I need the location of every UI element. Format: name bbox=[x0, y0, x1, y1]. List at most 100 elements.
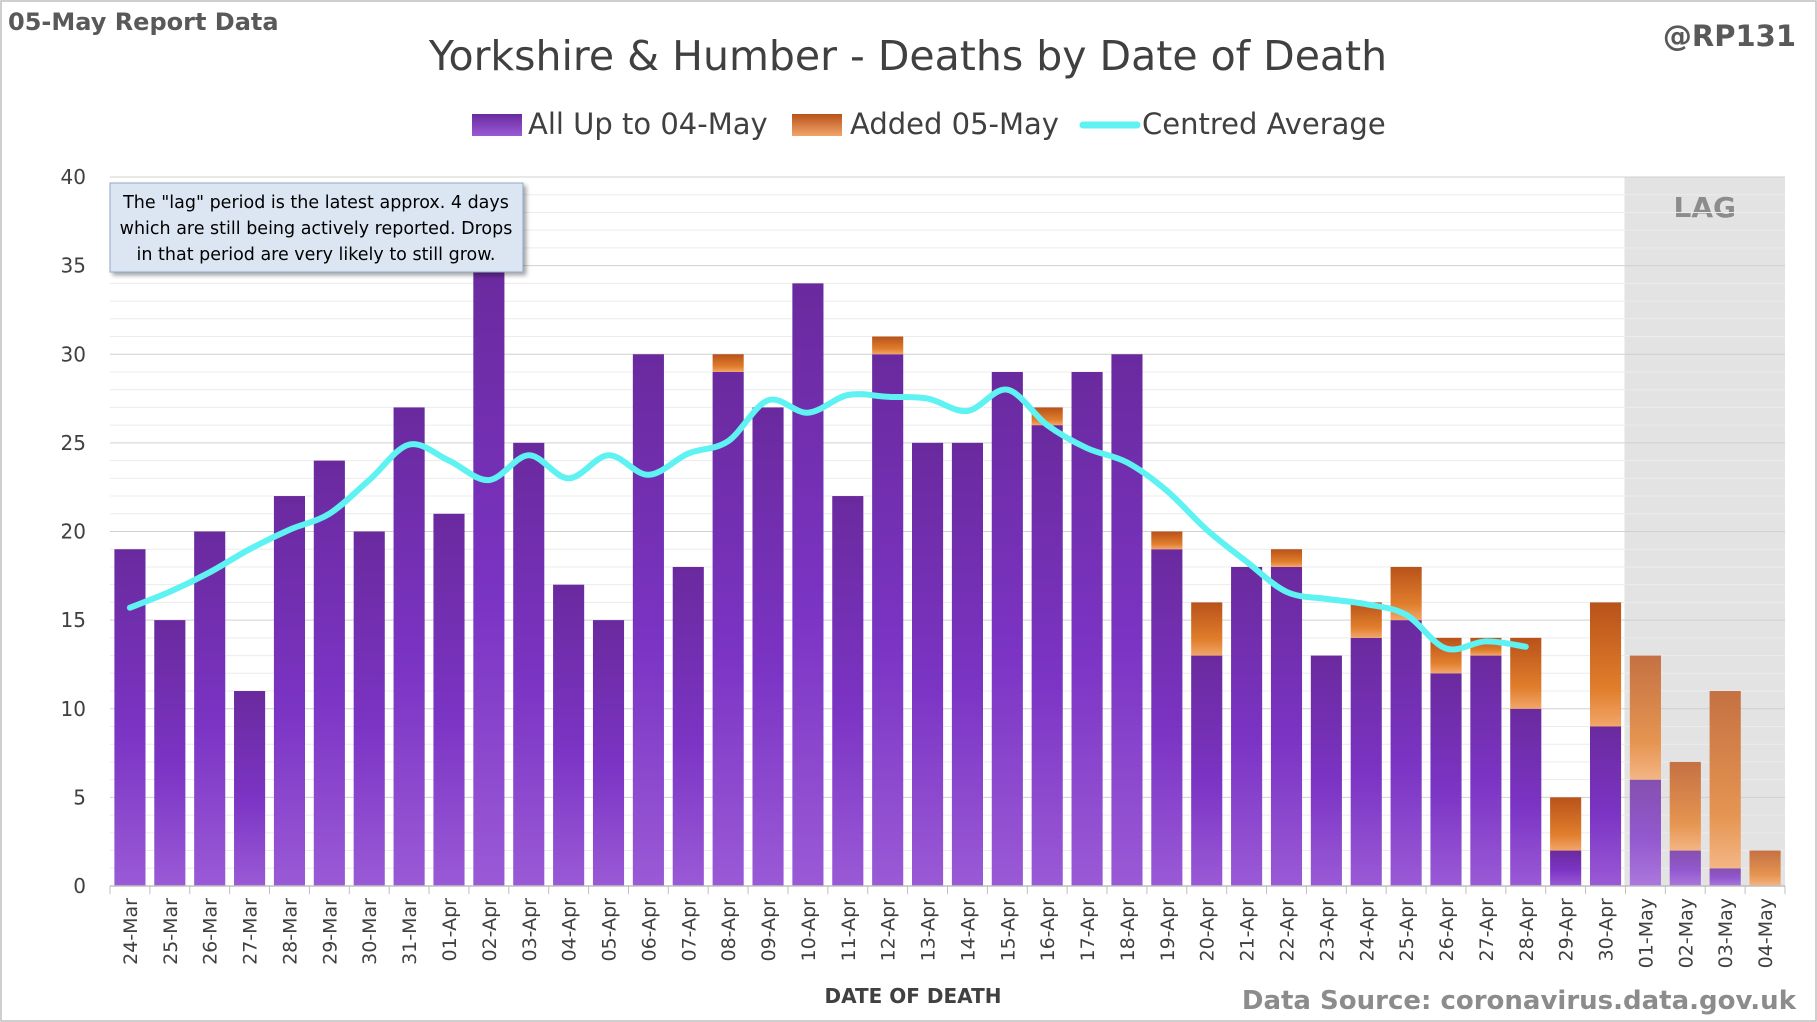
bar-added-19-Apr bbox=[1151, 531, 1183, 550]
bar-added-20-Apr bbox=[1191, 602, 1223, 656]
bar-existing-17-Apr bbox=[1071, 371, 1103, 887]
bars bbox=[114, 265, 1781, 887]
bar-existing-14-Apr bbox=[951, 442, 983, 886]
x-tick-label: 12-Apr bbox=[878, 898, 900, 962]
bar-existing-28-Apr bbox=[1510, 708, 1542, 886]
x-tick-label: 06-Apr bbox=[638, 898, 660, 962]
x-tick-label: 02-Apr bbox=[479, 898, 501, 962]
x-tick-label: 13-Apr bbox=[918, 898, 940, 962]
annotation-line-1: The "lag" period is the latest approx. 4… bbox=[122, 193, 509, 213]
report-tag: 05-May Report Data bbox=[8, 8, 279, 36]
bar-existing-01-Apr bbox=[433, 513, 465, 886]
legend-label-added: Added 05-May bbox=[850, 107, 1059, 141]
bar-existing-11-Apr bbox=[832, 496, 864, 886]
y-tick-label: 35 bbox=[61, 254, 86, 278]
y-tick-label: 25 bbox=[61, 431, 86, 455]
x-tick-label: 29-Mar bbox=[319, 898, 341, 965]
bar-added-04-May bbox=[1749, 850, 1781, 886]
x-axis-title: DATE OF DEATH bbox=[825, 984, 1002, 1008]
legend-label-average: Centred Average bbox=[1142, 107, 1386, 141]
annotation-line-2: which are still being actively reported.… bbox=[120, 219, 513, 239]
y-tick-label: 5 bbox=[73, 785, 86, 809]
bar-lag-overlay-03-May bbox=[1709, 691, 1741, 886]
x-tick-label: 11-Apr bbox=[838, 898, 860, 962]
x-tick-label: 07-Apr bbox=[678, 898, 700, 962]
x-tick-label: 01-May bbox=[1635, 898, 1657, 968]
x-tick-label: 31-Mar bbox=[399, 898, 421, 965]
x-tick-label: 02-May bbox=[1675, 898, 1697, 968]
annotation-box bbox=[109, 182, 524, 273]
x-tick-label: 24-Mar bbox=[120, 898, 142, 965]
bar-existing-03-Apr bbox=[513, 442, 545, 886]
bar-existing-04-Apr bbox=[553, 584, 585, 886]
legend: All Up to 04-May Added 05-May Centred Av… bbox=[472, 107, 1386, 141]
x-tick-label: 26-Mar bbox=[200, 898, 222, 965]
x-tick-label: 15-Apr bbox=[997, 898, 1019, 962]
bar-existing-30-Apr bbox=[1589, 726, 1622, 886]
bar-existing-26-Apr bbox=[1430, 673, 1462, 886]
bar-existing-29-Mar bbox=[313, 460, 345, 886]
x-tick-label: 27-Apr bbox=[1476, 898, 1498, 962]
bar-existing-02-May bbox=[1669, 850, 1701, 886]
x-tick-label: 03-Apr bbox=[519, 898, 541, 962]
x-tick-label: 14-Apr bbox=[957, 898, 979, 962]
lag-label: LAG bbox=[1673, 191, 1736, 224]
bar-existing-26-Mar bbox=[194, 531, 226, 886]
x-tick-label: 25-Apr bbox=[1396, 898, 1418, 962]
x-tick-label: 27-Mar bbox=[240, 898, 262, 965]
x-tick-label: 04-May bbox=[1755, 898, 1777, 968]
x-tick-label: 30-Mar bbox=[359, 898, 381, 965]
x-tick-label: 01-Apr bbox=[439, 898, 461, 962]
bar-existing-18-Apr bbox=[1111, 354, 1143, 886]
bar-added-29-Apr bbox=[1550, 797, 1582, 851]
lag-annotation bbox=[109, 182, 524, 273]
bar-existing-22-Apr bbox=[1270, 566, 1303, 886]
x-tick-label: 04-Apr bbox=[559, 898, 581, 962]
bar-existing-21-Apr bbox=[1231, 566, 1263, 886]
bar-added-30-Apr bbox=[1589, 602, 1622, 727]
x-tick-label: 03-May bbox=[1715, 898, 1737, 968]
bar-existing-15-Apr bbox=[991, 371, 1023, 887]
bar-added-03-May bbox=[1709, 691, 1741, 869]
bar-existing-25-Apr bbox=[1390, 620, 1422, 886]
x-tick-label: 30-Apr bbox=[1596, 898, 1618, 962]
gridlines bbox=[110, 176, 1785, 869]
legend-swatch-existing bbox=[472, 114, 522, 136]
bar-existing-25-Mar bbox=[154, 620, 186, 886]
bar-existing-28-Mar bbox=[273, 496, 306, 886]
x-tick-label: 19-Apr bbox=[1157, 898, 1179, 962]
bar-existing-23-Apr bbox=[1310, 655, 1342, 886]
bar-existing-27-Mar bbox=[234, 691, 266, 886]
author-handle: @RP131 bbox=[1663, 19, 1796, 53]
x-tick-label: 18-Apr bbox=[1117, 898, 1139, 962]
y-tick-label: 40 bbox=[61, 165, 86, 189]
bar-existing-27-Apr bbox=[1470, 655, 1502, 886]
bar-lag-overlay-04-May bbox=[1749, 850, 1781, 886]
centred-average-line bbox=[126, 386, 1529, 653]
y-tick-label: 30 bbox=[61, 342, 86, 366]
bar-existing-20-Apr bbox=[1191, 655, 1223, 886]
x-tick-label: 25-Mar bbox=[160, 898, 182, 965]
x-tick-label: 09-Apr bbox=[758, 898, 780, 962]
bar-existing-06-Apr bbox=[632, 354, 664, 886]
bar-added-08-Apr bbox=[712, 354, 744, 372]
bar-existing-24-Apr bbox=[1350, 637, 1382, 886]
y-tick-label: 10 bbox=[61, 697, 86, 721]
bar-existing-01-May bbox=[1629, 779, 1661, 886]
chart-title: Yorkshire & Humber - Deaths by Date of D… bbox=[428, 32, 1387, 80]
bar-existing-13-Apr bbox=[912, 442, 944, 886]
bar-existing-19-Apr bbox=[1151, 549, 1183, 886]
bar-added-22-Apr bbox=[1270, 549, 1303, 567]
bar-lag-overlay-02-May bbox=[1669, 761, 1701, 886]
bar-existing-03-May bbox=[1709, 868, 1741, 886]
bar-existing-12-Apr bbox=[872, 354, 904, 886]
y-tick-label: 20 bbox=[61, 520, 86, 544]
x-tick-label: 17-Apr bbox=[1077, 898, 1099, 962]
bar-existing-08-Apr bbox=[712, 371, 744, 887]
bar-existing-31-Mar bbox=[393, 407, 425, 886]
x-tick-label: 28-Apr bbox=[1516, 898, 1538, 962]
x-tick-label: 24-Apr bbox=[1356, 898, 1378, 962]
bar-existing-07-Apr bbox=[672, 566, 704, 886]
x-tick-label: 20-Apr bbox=[1197, 898, 1219, 962]
